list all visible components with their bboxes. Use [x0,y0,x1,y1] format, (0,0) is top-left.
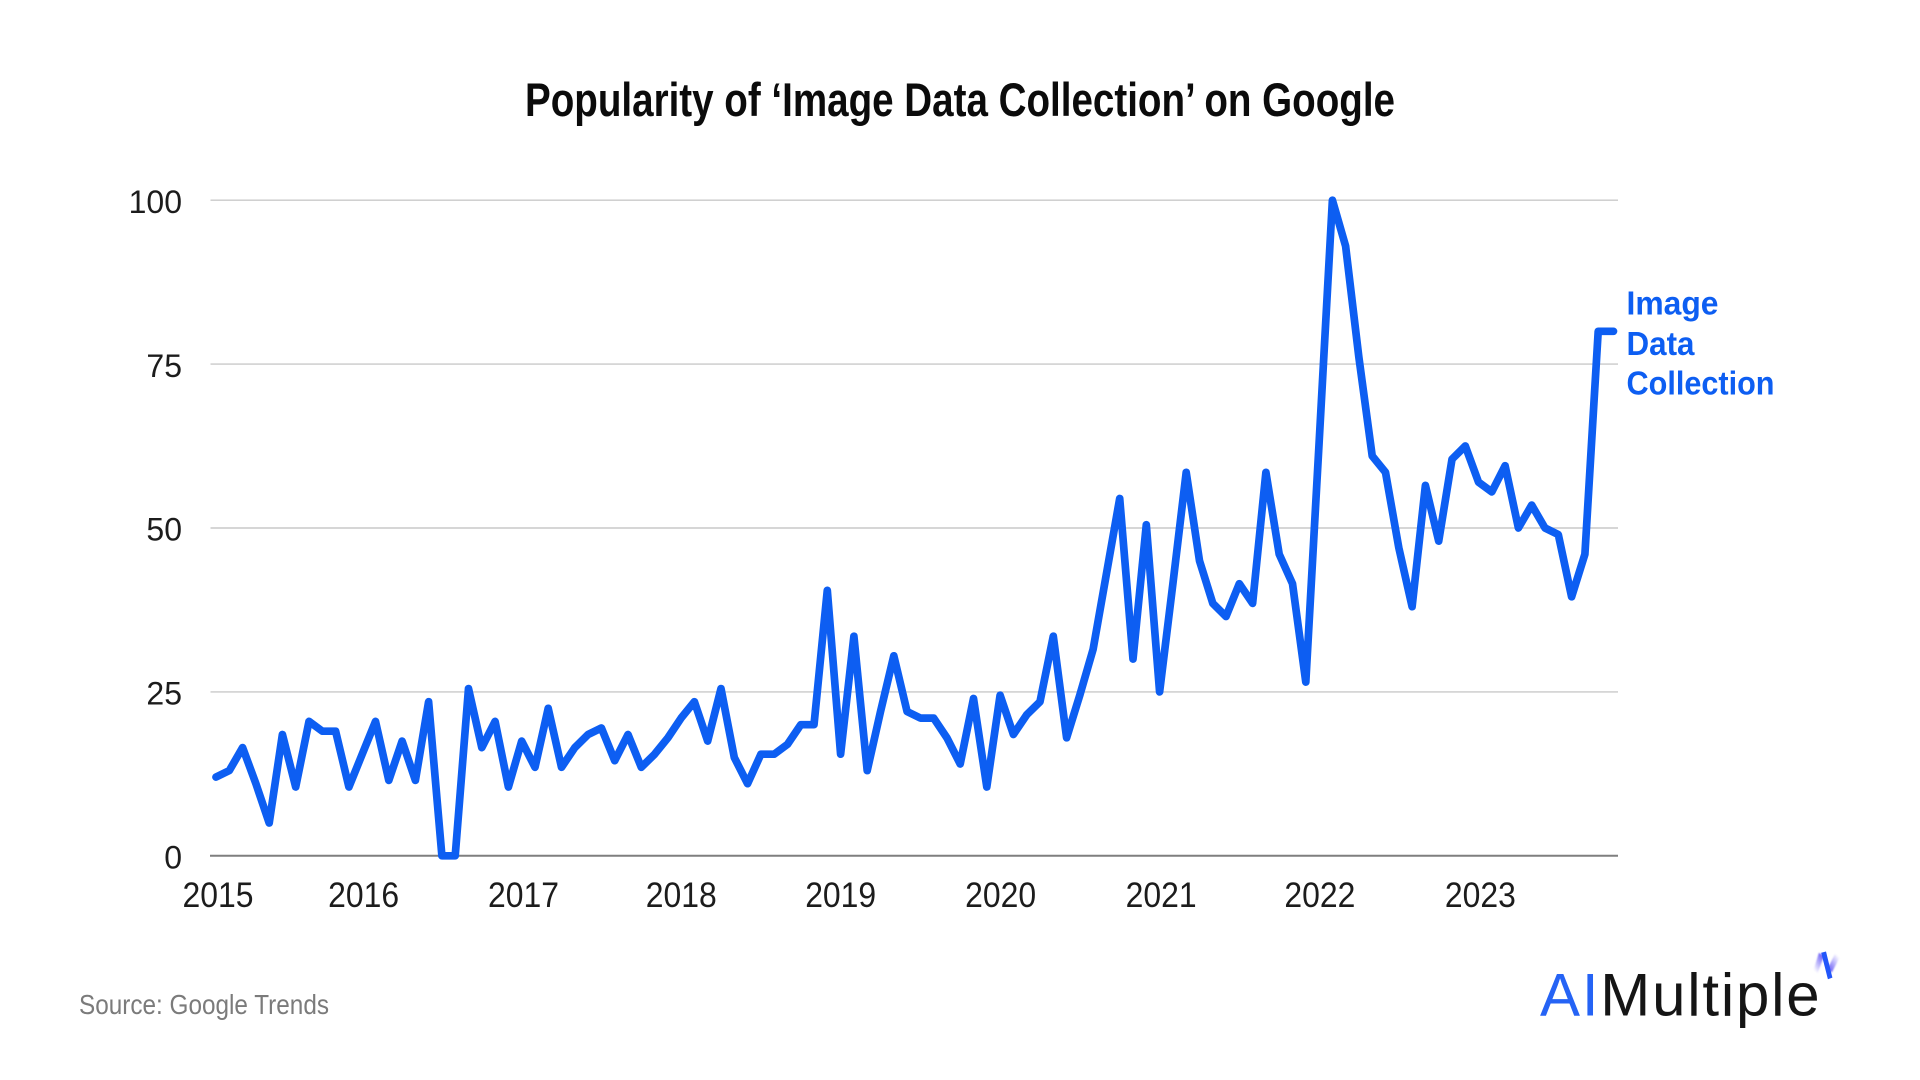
svg-text:2021: 2021 [1126,876,1197,915]
svg-text:Popularity of ‘Image Data Coll: Popularity of ‘Image Data Collection’ on… [525,73,1395,126]
svg-text:2015: 2015 [183,876,254,915]
svg-text:0: 0 [164,840,182,876]
svg-text:Data: Data [1627,325,1696,362]
svg-text:100: 100 [129,184,182,220]
svg-text:AIMultiple: AIMultiple [1540,962,1821,1029]
svg-text:Image: Image [1627,285,1719,322]
svg-text:Source: Google Trends: Source: Google Trends [79,989,329,1020]
svg-text:25: 25 [146,676,182,712]
svg-text:2017: 2017 [488,876,559,915]
svg-text:2019: 2019 [805,876,876,915]
svg-text:75: 75 [146,348,182,384]
svg-text:Collection: Collection [1627,364,1775,401]
svg-text:2018: 2018 [646,876,717,915]
svg-text:2022: 2022 [1284,876,1355,915]
svg-text:50: 50 [146,512,182,548]
svg-text:2016: 2016 [328,876,399,915]
svg-text:2020: 2020 [965,876,1036,915]
svg-text:2023: 2023 [1445,876,1516,915]
